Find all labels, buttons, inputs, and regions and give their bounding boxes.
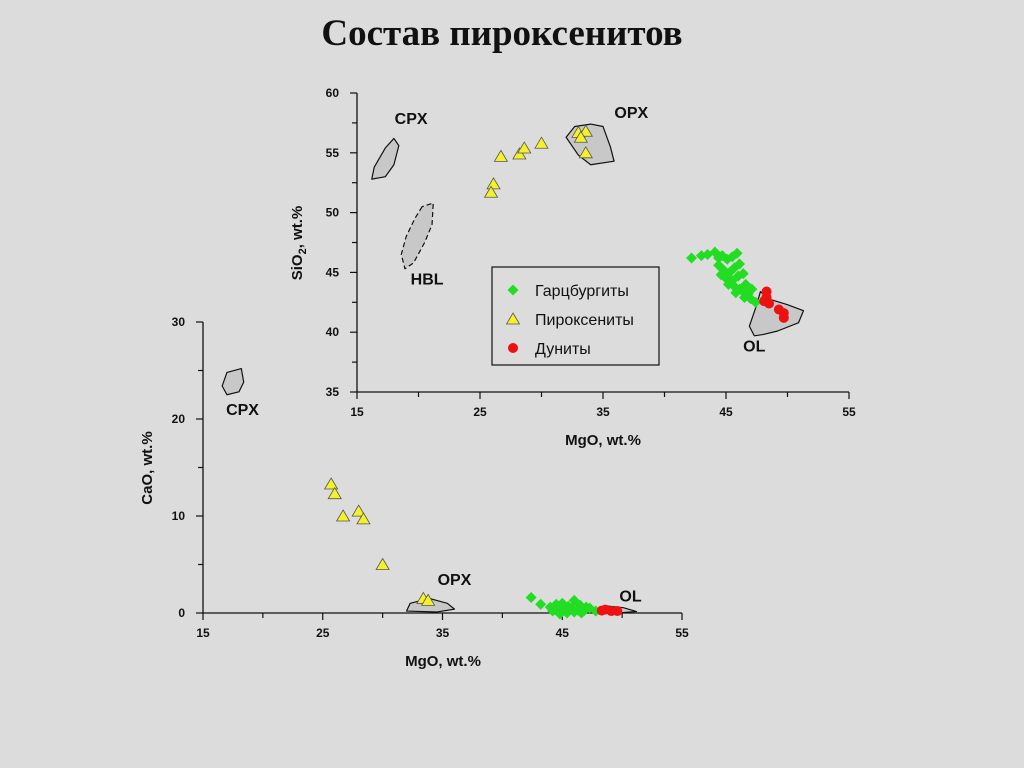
x-tick-label-sio2: 35 — [596, 405, 610, 419]
point-diamond-cao — [568, 606, 580, 618]
field-opx-sio2 — [565, 123, 615, 166]
chart-sio2: 15 25 35 45 55 35 40 45 50 55 60 MgO, wt.% SiO2, wt.… — [289, 86, 856, 449]
point-triangle-sio2 — [512, 147, 527, 160]
legend-label-1: Пироксениты — [535, 312, 634, 329]
point-circle-sio2 — [764, 298, 775, 309]
point-triangle-sio2 — [573, 130, 589, 143]
x-tick-label-cao: 15 — [196, 626, 210, 640]
point-triangle-sio2 — [517, 141, 532, 154]
x-axis-title-cao: MgO, wt.% — [405, 653, 481, 670]
point-diamond-cao — [554, 608, 566, 620]
legend: Гарцбургиты Пироксениты Дуниты — [491, 266, 660, 366]
x-tick-label-sio2: 25 — [473, 405, 487, 419]
x-tick-label-sio2: 55 — [842, 405, 856, 419]
point-circle-sio2 — [778, 312, 789, 323]
point-triangle-sio2 — [534, 136, 549, 149]
x-tick-label-cao: 25 — [316, 626, 330, 640]
y-tick-label-cao: 20 — [172, 412, 186, 426]
x-tick-label-sio2: 45 — [719, 405, 733, 419]
y-tick-label-sio2: 45 — [326, 265, 340, 279]
field-cpx-sio2 — [371, 137, 400, 180]
x-tick-label-cao: 55 — [675, 626, 689, 640]
x-tick-label-sio2: 15 — [350, 405, 364, 419]
legend-marker-circle — [508, 343, 518, 353]
point-circle-cao — [612, 606, 623, 617]
legend-marker-triangle — [505, 312, 521, 325]
field-label-opx-sio2: OPX — [614, 105, 648, 122]
slide-title: Состав пироксенитов — [321, 13, 683, 54]
x-axis-title-sio2: MgO, wt.% — [565, 432, 641, 449]
point-diamond-sio2 — [721, 253, 733, 265]
point-triangle-cao — [327, 486, 342, 500]
legend-label-2: Дуниты — [535, 341, 591, 358]
point-diamond-sio2 — [686, 252, 698, 264]
y-axis-title-sio2: SiO2, wt.% — [289, 206, 309, 280]
point-diamond-cao — [561, 607, 573, 619]
field-hbl-sio2 — [400, 202, 434, 270]
field-label-opx-cao: OPX — [438, 572, 472, 589]
field-label-cpx-sio2: CPX — [395, 111, 428, 128]
x-tick-label-cao: 45 — [556, 626, 570, 640]
y-tick-label-cao: 0 — [178, 606, 185, 620]
legend-label-0: Гарцбургиты — [535, 283, 629, 300]
point-triangle-sio2 — [483, 185, 499, 198]
point-triangle-cao — [420, 593, 436, 606]
field-label-hbl-sio2: HBL — [411, 271, 444, 288]
chart-cao: 15 25 35 45 55 0 10 20 30 MgO, wt.% CaO, wt.% CPX OP… — [139, 315, 689, 670]
y-tick-label-sio2: 55 — [326, 146, 340, 160]
field-label-ol-cao: OL — [619, 588, 641, 605]
point-diamond-sio2 — [750, 296, 762, 308]
point-diamond-cao — [575, 607, 587, 619]
y-axis-title-cao: CaO, wt.% — [139, 431, 156, 504]
point-triangle-cao — [351, 504, 366, 517]
legend-marker-diamond — [507, 284, 519, 296]
point-triangle-cao — [375, 557, 390, 570]
field-label-cpx-cao: CPX — [226, 402, 259, 419]
y-tick-label-cao: 10 — [172, 509, 186, 523]
y-tick-label-sio2: 35 — [326, 385, 340, 399]
point-diamond-cao — [525, 591, 537, 603]
point-triangle-cao — [323, 477, 339, 490]
point-diamond-sio2 — [731, 247, 743, 259]
y-tick-label-sio2: 60 — [326, 86, 340, 100]
point-triangle-sio2 — [486, 177, 501, 190]
point-triangle-cao — [356, 512, 371, 525]
x-tick-label-cao: 35 — [436, 626, 450, 640]
y-tick-label-sio2: 50 — [326, 206, 340, 220]
point-diamond-sio2 — [746, 283, 758, 295]
y-tick-label-sio2: 40 — [326, 325, 340, 339]
point-triangle-cao — [335, 509, 351, 522]
point-diamond-sio2 — [737, 268, 749, 280]
field-label-ol-sio2: OL — [743, 338, 765, 355]
point-diamond-cao — [535, 598, 547, 610]
point-triangle-sio2 — [493, 149, 509, 162]
y-tick-label-cao: 30 — [172, 315, 186, 329]
point-triangle-sio2 — [578, 146, 593, 159]
point-diamond-sio2 — [734, 258, 746, 270]
legend-box — [491, 266, 660, 366]
field-cpx-cao — [221, 367, 245, 396]
